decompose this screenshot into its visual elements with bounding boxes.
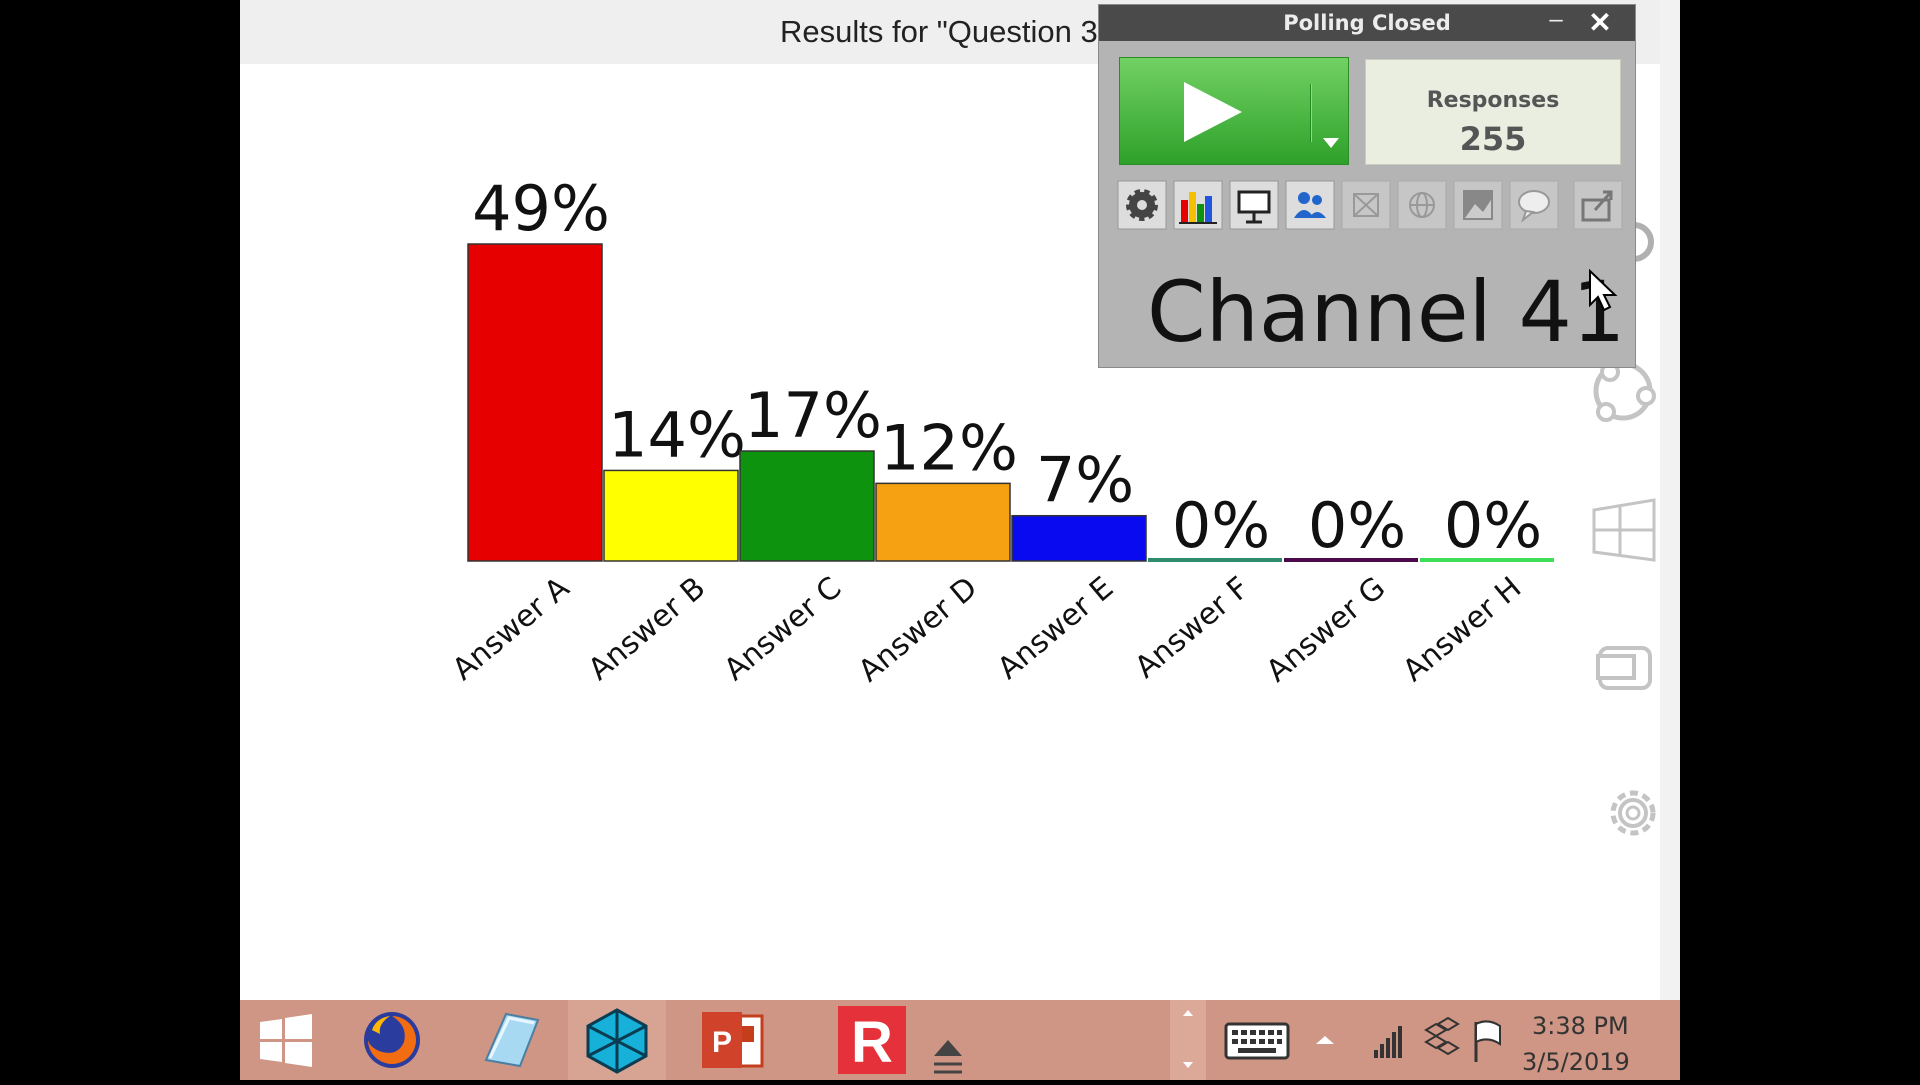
export-icon[interactable] xyxy=(1573,180,1623,230)
data-label: 0% xyxy=(1308,489,1406,562)
cube-app-icon[interactable] xyxy=(580,1000,654,1080)
settings-gear-icon[interactable] xyxy=(1602,782,1664,844)
screen-share-icon[interactable] xyxy=(1596,642,1660,698)
powerpoint-icon[interactable]: P xyxy=(696,1000,770,1080)
channel-label: Channel 41 xyxy=(1147,263,1626,361)
bar-chart-icon[interactable] xyxy=(1173,180,1223,230)
data-label: 14% xyxy=(608,398,746,471)
gear-icon[interactable] xyxy=(1117,180,1167,230)
category-label: Answer G xyxy=(1260,570,1392,689)
grid-icon[interactable] xyxy=(1341,180,1391,230)
category-label: Answer F xyxy=(1128,570,1256,685)
presentation-icon[interactable] xyxy=(1229,180,1279,230)
mouse-cursor-icon xyxy=(1589,269,1618,312)
close-button[interactable]: ✕ xyxy=(1588,7,1612,38)
polling-status-title: Polling Closed xyxy=(1283,11,1451,35)
action-center-flag-icon[interactable] xyxy=(1466,1000,1510,1080)
clock-date[interactable]: 3/5/2019 xyxy=(1522,1048,1630,1076)
play-icon xyxy=(1184,82,1242,142)
taskbar-scroll[interactable] xyxy=(1170,1000,1206,1080)
category-label: Answer C xyxy=(718,570,848,687)
responses-counter: Responses 255 xyxy=(1365,59,1621,165)
data-label: 0% xyxy=(1172,489,1270,562)
data-label: 7% xyxy=(1036,444,1134,517)
results-title: Results for "Question 3 xyxy=(780,14,1098,49)
bar-answer-b xyxy=(603,469,739,562)
response-r-icon[interactable]: R xyxy=(834,1000,910,1080)
windows-start-icon[interactable] xyxy=(254,1000,318,1080)
bar-answer-e xyxy=(1011,514,1147,562)
svg-text:P: P xyxy=(712,1026,732,1059)
category-label: Answer H xyxy=(1396,570,1528,688)
svg-text:R: R xyxy=(851,1010,893,1075)
data-label: 49% xyxy=(472,172,610,245)
chevron-down-icon[interactable] xyxy=(1316,58,1346,166)
responses-count: 255 xyxy=(1459,120,1527,158)
bar-answer-g xyxy=(1284,558,1418,562)
data-label: 17% xyxy=(744,379,882,452)
category-label: Answer D xyxy=(852,570,984,689)
results-bar-chart: 49% Answer A 14% Answer B 17% Answer C 12% Answ… xyxy=(446,172,1554,689)
data-label: 0% xyxy=(1444,489,1542,562)
bar-answer-h xyxy=(1420,558,1554,562)
bar-answer-d xyxy=(875,482,1011,562)
clock-time[interactable]: 3:38 PM xyxy=(1532,1012,1629,1040)
responses-label: Responses xyxy=(1426,88,1560,113)
start-polling-button[interactable] xyxy=(1119,57,1349,165)
windows-tiles-icon[interactable] xyxy=(1590,496,1658,564)
polling-window: Polling Closed – ✕ Responses 255 xyxy=(1098,4,1636,368)
keyboard-icon[interactable] xyxy=(1222,1000,1292,1080)
image-icon[interactable] xyxy=(1453,180,1503,230)
polling-title-bar[interactable]: Polling Closed – ✕ xyxy=(1099,5,1635,41)
category-label: Answer B xyxy=(582,570,712,687)
polling-toolbar xyxy=(1117,180,1623,232)
bar-answer-c xyxy=(739,450,875,562)
firefox-icon[interactable] xyxy=(356,1000,428,1080)
taskbar: P R 3:38 PM 3/5/2019 xyxy=(240,1000,1680,1080)
participants-icon[interactable] xyxy=(1285,180,1335,230)
scroll-arrows-icon xyxy=(1183,1010,1193,1068)
tray-eject-icon[interactable] xyxy=(926,1000,976,1080)
bar-answer-f xyxy=(1148,558,1282,562)
globe-icon[interactable] xyxy=(1397,180,1447,230)
network-signal-icon[interactable] xyxy=(1368,1000,1408,1080)
right-edge-panel xyxy=(1660,0,1680,1000)
category-label: Answer E xyxy=(991,570,1120,686)
notebook-icon[interactable] xyxy=(476,1000,548,1080)
chevron-up-icon[interactable] xyxy=(1310,1000,1340,1080)
speech-bubble-icon[interactable] xyxy=(1509,180,1559,230)
bar-answer-a xyxy=(467,243,603,562)
dropbox-icon[interactable] xyxy=(1416,1000,1460,1080)
minimize-button[interactable]: – xyxy=(1549,6,1563,33)
data-label: 12% xyxy=(880,411,1018,484)
category-label: Answer A xyxy=(446,570,577,687)
play-split-divider xyxy=(1310,84,1312,142)
